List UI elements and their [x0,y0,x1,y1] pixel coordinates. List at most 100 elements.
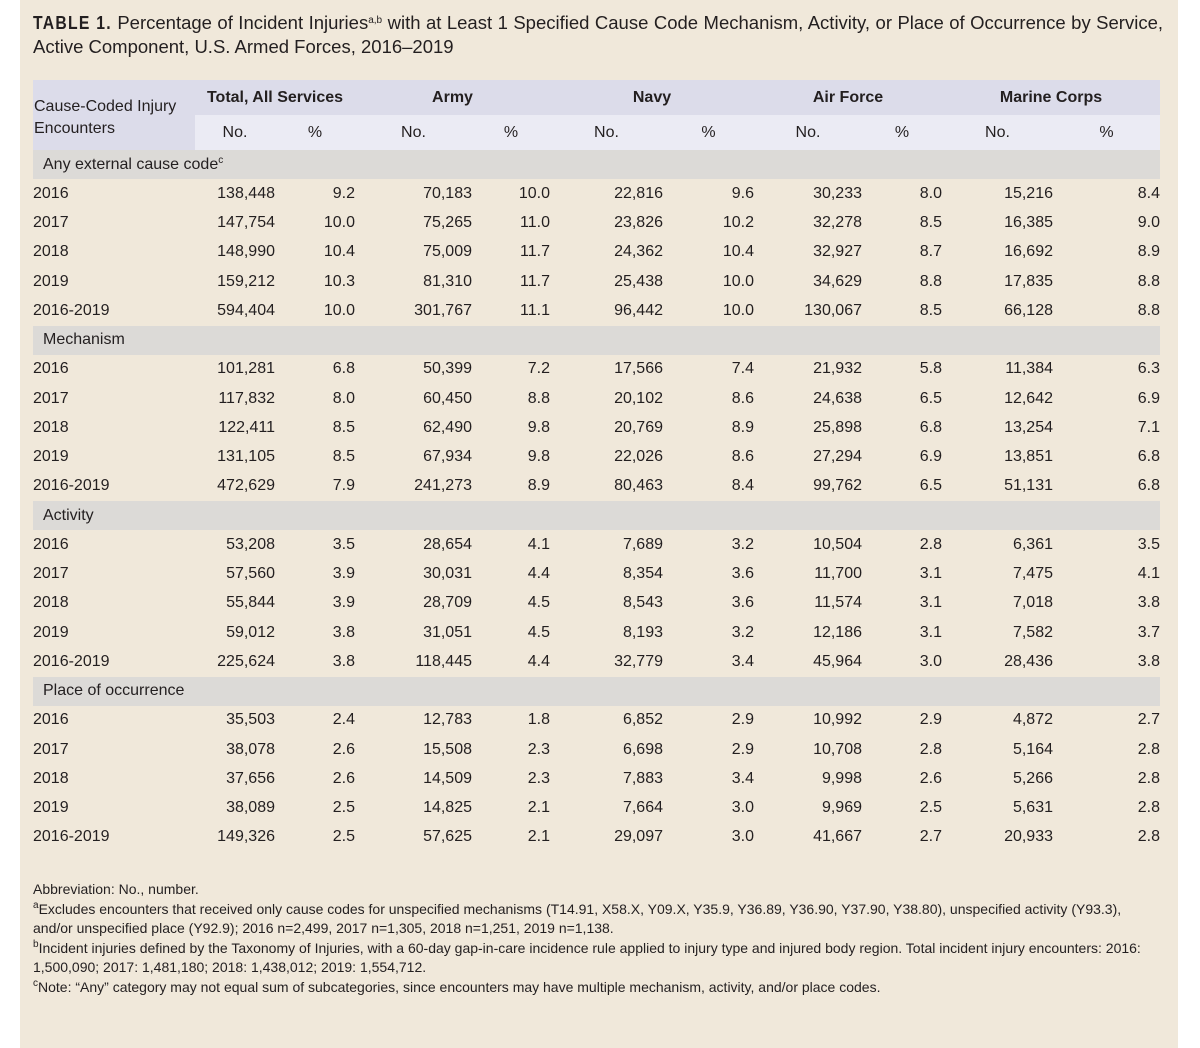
percent-cell: 11.0 [520,214,550,232]
count-cell: 32,779 [614,652,663,670]
percent-cell: 4.1 [527,535,550,553]
year-cell: 2016-2019 [33,301,110,319]
percent-cell: 3.0 [731,828,754,846]
percent-cell: 10.4 [722,243,754,261]
group-header: Marine Corps [942,80,1160,115]
year-cell: 2017 [33,740,69,758]
count-cell: 7,582 [1012,623,1053,641]
percent-cell: 6.8 [919,418,942,436]
percent-cell: 6.9 [919,448,942,466]
count-cell: 12,186 [813,623,862,641]
count-cell: 122,411 [218,418,275,436]
year-cell: 2018 [33,243,69,261]
count-cell: 55,844 [226,594,275,612]
column-header-pct: % [862,115,942,150]
count-cell: 138,448 [217,184,275,202]
count-cell: 20,102 [614,389,663,407]
section-label: Place of occurrence [43,682,185,700]
count-cell: 9,998 [821,769,862,787]
percent-cell: 6.9 [1137,389,1160,407]
percent-cell: 2.8 [919,740,942,758]
year-cell: 2016-2019 [33,828,110,846]
count-cell: 16,385 [1004,214,1053,232]
percent-cell: 6.8 [332,360,355,378]
percent-cell: 3.0 [731,799,754,817]
percent-cell: 8.8 [1137,301,1160,319]
group-header: Navy [550,80,754,115]
count-cell: 31,051 [423,623,472,641]
table-row: 2017 57,560 3.9 30,031 4.4 8,354 3.6 11,700 3.1 7… [33,560,1160,589]
count-cell: 8,543 [622,594,663,612]
count-cell: 22,026 [614,448,663,466]
percent-cell: 6.8 [1137,477,1160,495]
percent-cell: 10.3 [323,272,355,290]
count-cell: 67,934 [423,448,472,466]
percent-cell: 3.8 [1137,594,1160,612]
percent-cell: 2.8 [1137,828,1160,846]
abbreviation-note: Abbreviation: No., number. [33,881,199,897]
count-cell: 118,445 [415,652,472,670]
count-cell: 59,012 [226,623,275,641]
count-cell: 75,009 [423,243,472,261]
percent-cell: 4.4 [527,652,550,670]
column-header-pct: % [1053,115,1160,150]
year-cell: 2017 [33,214,69,232]
percent-cell: 8.8 [1137,272,1160,290]
count-cell: 41,667 [813,828,862,846]
section-label: Any external cause code [43,155,219,173]
count-cell: 11,700 [814,565,862,583]
table-label: TABLE 1. [33,12,112,33]
percent-cell: 2.9 [731,740,754,758]
percent-cell: 5.8 [919,360,942,378]
percent-cell: 9.6 [731,184,754,202]
percent-cell: 2.3 [527,740,550,758]
document-page: TABLE 1. Percentage of Incident Injuries… [20,0,1178,1048]
percent-cell: 8.4 [731,477,754,495]
year-cell: 2016 [33,360,69,378]
count-cell: 14,509 [423,769,472,787]
percent-cell: 9.0 [1137,214,1160,232]
count-cell: 32,278 [813,214,862,232]
count-cell: 60,450 [423,389,472,407]
count-cell: 17,566 [614,360,663,378]
percent-cell: 3.4 [731,769,754,787]
percent-cell: 3.8 [332,623,355,641]
column-header-no: No. [550,115,663,150]
percent-cell: 11.7 [520,272,550,290]
percent-cell: 8.5 [919,214,942,232]
table-row: 2018 148,990 10.4 75,009 11.7 24,362 10.4 32,92… [33,238,1160,267]
count-cell: 62,490 [423,418,472,436]
percent-cell: 4.5 [527,623,550,641]
percent-cell: 3.7 [1137,623,1160,641]
percent-cell: 2.6 [332,740,355,758]
table-row: 2016-2019 594,404 10.0 301,767 11.1 96,442 10.… [33,296,1160,325]
percent-cell: 2.9 [731,711,754,729]
year-cell: 2016 [33,184,69,202]
column-header-pct: % [472,115,550,150]
column-header-no: No. [355,115,472,150]
year-cell: 2016 [33,711,69,729]
footnote-c: cNote: “Any” category may not equal sum … [33,977,881,995]
percent-cell: 6.5 [919,389,942,407]
count-cell: 15,216 [1004,184,1053,202]
percent-cell: 7.1 [1137,418,1160,436]
percent-cell: 8.5 [919,301,942,319]
percent-cell: 3.6 [731,594,754,612]
percent-cell: 2.3 [527,769,550,787]
percent-cell: 3.9 [332,565,355,583]
count-cell: 20,933 [1004,828,1053,846]
percent-cell: 2.5 [332,799,355,817]
percent-cell: 2.7 [919,828,942,846]
count-cell: 7,883 [622,769,663,787]
count-cell: 130,067 [804,301,862,319]
count-cell: 225,624 [217,652,275,670]
count-cell: 70,183 [423,184,472,202]
section-row: Mechanism [33,325,1160,355]
percent-cell: 4.1 [1137,565,1160,583]
count-cell: 5,164 [1012,740,1053,758]
count-cell: 38,089 [226,799,275,817]
count-cell: 159,212 [217,272,275,290]
count-cell: 4,872 [1012,711,1053,729]
percent-cell: 1.8 [527,711,550,729]
year-cell: 2016 [33,535,69,553]
